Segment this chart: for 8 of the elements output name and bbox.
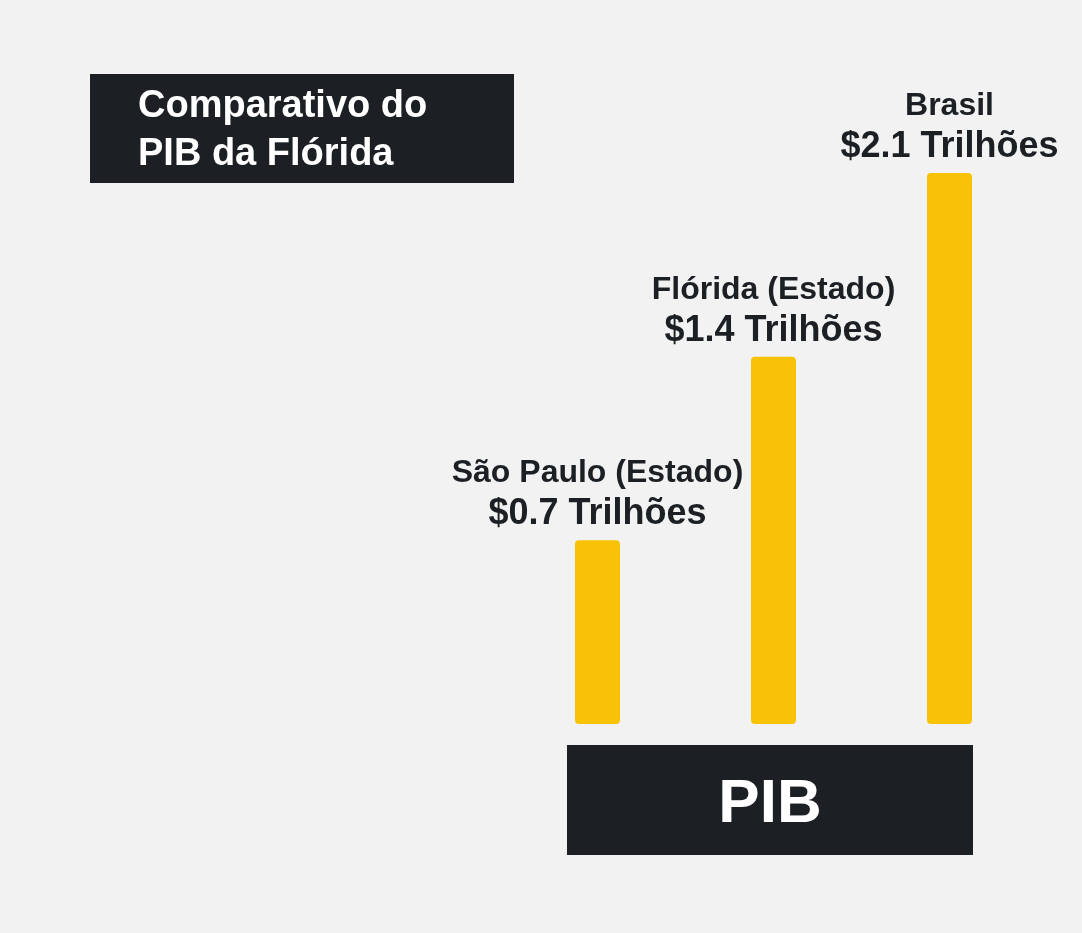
- x-tick-label: São Paulo (Estado): [451, 453, 744, 490]
- data-label: $0.7 Trilhões: [488, 491, 707, 533]
- data-label: $1.4 Trilhões: [664, 307, 883, 349]
- data-label: $2.1 Trilhões: [840, 124, 1059, 165]
- chart-title: Comparativo do PIB da Flórida: [138, 82, 429, 175]
- x-tick-label: Brasil: [905, 86, 994, 122]
- x-tick-label: Flórida (Estado): [651, 269, 896, 306]
- x-axis-title: PIB: [718, 764, 822, 836]
